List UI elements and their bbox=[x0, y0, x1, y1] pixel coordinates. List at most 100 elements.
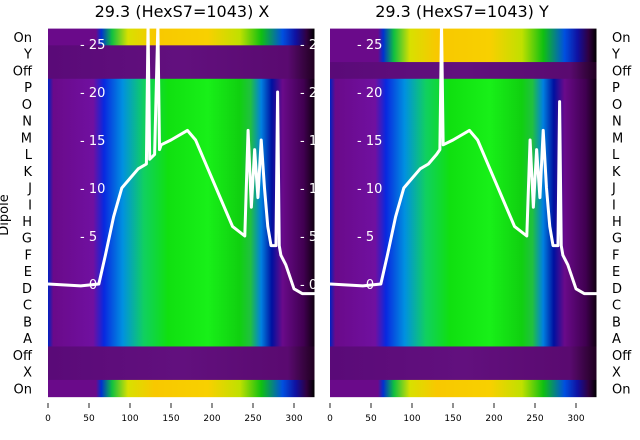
x-tick-label: 250 bbox=[526, 414, 543, 424]
twin-y-tick-label: - 10 bbox=[80, 182, 105, 197]
row-label: L bbox=[612, 148, 620, 163]
x-tick-label: 200 bbox=[485, 414, 502, 424]
heatmap-row bbox=[330, 363, 597, 381]
twin-y-tick-label: - 20 bbox=[80, 86, 105, 101]
heatmap-row bbox=[330, 296, 597, 314]
heatmap-row bbox=[330, 95, 597, 113]
heatmap-row bbox=[48, 162, 315, 180]
heatmap-row bbox=[330, 229, 597, 247]
row-label: On bbox=[14, 31, 32, 46]
row-label: C bbox=[612, 299, 621, 314]
x-tick-label: 250 bbox=[244, 414, 261, 424]
heatmap-row bbox=[330, 346, 597, 364]
row-label: O bbox=[22, 98, 32, 113]
heatmap-row bbox=[330, 45, 597, 63]
row-label: B bbox=[23, 315, 32, 330]
twin-y-tick-label: - 5 bbox=[80, 230, 97, 245]
heatmap-row bbox=[48, 62, 315, 80]
twin-y-tick-label: - 20 bbox=[300, 86, 325, 101]
heatmap-row bbox=[330, 379, 597, 398]
heatmap-row bbox=[330, 162, 597, 180]
twin-y-tick-label: - 20 bbox=[357, 86, 382, 101]
x-tick-label: 0 bbox=[327, 414, 333, 424]
twin-y-tick-label: - 5 bbox=[357, 230, 374, 245]
heatmap-row bbox=[330, 313, 597, 331]
heatmap-row bbox=[330, 329, 597, 347]
heatmap-row bbox=[48, 379, 315, 398]
row-label: M bbox=[21, 131, 32, 146]
x-tick-label: 200 bbox=[203, 414, 220, 424]
panel-title-x: 29.3 (HexS7=1043) X bbox=[95, 2, 270, 21]
twin-y-tick-label: - 15 bbox=[80, 134, 105, 149]
row-label: F bbox=[612, 248, 619, 263]
panel-title-y: 29.3 (HexS7=1043) Y bbox=[375, 2, 549, 21]
twin-y-tick-label: - 15 bbox=[357, 134, 382, 149]
row-label: E bbox=[24, 265, 32, 280]
row-label: K bbox=[23, 165, 32, 180]
twin-y-tick-label: - 10 bbox=[357, 182, 382, 197]
row-label: Off bbox=[612, 64, 632, 79]
row-label: M bbox=[612, 131, 623, 146]
twin-y-tick-label: - 25 bbox=[357, 38, 382, 53]
heatmap-row bbox=[330, 195, 597, 214]
heatmap-row bbox=[330, 246, 597, 264]
row-label: Off bbox=[13, 349, 33, 364]
twin-y-tick-label: - 0 bbox=[80, 278, 97, 293]
twin-y-tick-label: - 15 bbox=[300, 134, 325, 149]
panel-x: 29.3 (HexS7=1043) X OnYOffPONMLKJIHGFEDC… bbox=[13, 2, 315, 424]
row-label: B bbox=[612, 315, 621, 330]
row-label: J bbox=[27, 182, 32, 197]
row-label: On bbox=[612, 382, 630, 397]
row-label: X bbox=[23, 366, 32, 381]
heatmap-row bbox=[330, 262, 597, 281]
row-label: D bbox=[612, 282, 622, 297]
heatmap-row bbox=[48, 95, 315, 113]
heatmap-row bbox=[48, 329, 315, 347]
twin-y-tick-label: - 0 bbox=[357, 278, 374, 293]
row-label: K bbox=[612, 165, 621, 180]
row-label: F bbox=[25, 248, 32, 263]
x-tick-label: 50 bbox=[83, 414, 95, 424]
heatmap-row bbox=[330, 28, 597, 46]
x-tick-label: 50 bbox=[365, 414, 377, 424]
row-label: I bbox=[612, 198, 616, 213]
panel-y: 29.3 (HexS7=1043) Y OnYOffPONMLKJIHGFEDC… bbox=[300, 2, 632, 424]
twin-y-tick-label: - 0 bbox=[300, 278, 317, 293]
x-tick-label: 100 bbox=[403, 414, 420, 424]
x-tick-label: 150 bbox=[162, 414, 179, 424]
heatmap-row bbox=[48, 112, 315, 130]
row-label: On bbox=[612, 31, 630, 46]
row-label: C bbox=[23, 299, 32, 314]
heatmap-row bbox=[48, 246, 315, 264]
row-label: G bbox=[22, 232, 32, 247]
heatmap-row bbox=[48, 262, 315, 281]
row-label: X bbox=[612, 366, 621, 381]
heatmap-row bbox=[48, 212, 315, 230]
row-label: Off bbox=[13, 64, 33, 79]
heatmap-row bbox=[330, 62, 597, 80]
row-label: A bbox=[23, 332, 32, 347]
row-label: O bbox=[612, 98, 622, 113]
row-label: P bbox=[612, 81, 620, 96]
row-label: H bbox=[612, 215, 622, 230]
row-label: D bbox=[22, 282, 32, 297]
heatmap-row bbox=[48, 229, 315, 247]
heatmap-row bbox=[48, 279, 315, 297]
heatmap-row bbox=[48, 363, 315, 381]
x-tick-label: 300 bbox=[285, 414, 302, 424]
row-label: I bbox=[28, 198, 32, 213]
row-label: L bbox=[25, 148, 33, 163]
row-label: On bbox=[14, 382, 32, 397]
heatmap-row bbox=[330, 212, 597, 230]
x-tick-label: 150 bbox=[444, 414, 461, 424]
heatmap-row bbox=[330, 78, 597, 97]
row-label: H bbox=[22, 215, 32, 230]
row-label: Y bbox=[611, 48, 620, 63]
row-label: J bbox=[611, 182, 616, 197]
row-label: A bbox=[612, 332, 621, 347]
row-label: P bbox=[24, 81, 32, 96]
row-label: N bbox=[612, 115, 622, 130]
y-axis-label: Dipole bbox=[0, 194, 12, 235]
x-tick-label: 300 bbox=[567, 414, 584, 424]
